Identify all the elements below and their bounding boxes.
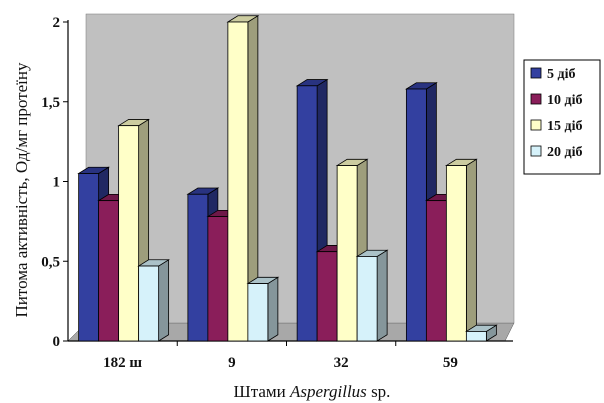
x-tick-label: 32 xyxy=(334,355,349,371)
bar-front xyxy=(336,165,358,342)
bar-front xyxy=(187,193,209,342)
x-tick-label: 182 ш xyxy=(103,355,142,371)
legend-swatch xyxy=(530,145,542,157)
bar-front xyxy=(247,283,269,342)
legend-label: 5 діб xyxy=(547,67,575,82)
bar xyxy=(464,324,498,342)
legend-label: 20 діб xyxy=(547,145,582,160)
legend: 5 діб 10 діб 15 діб 20 діб xyxy=(523,59,601,175)
bar-side xyxy=(376,249,388,342)
bar xyxy=(246,276,280,342)
x-tick-label: 59 xyxy=(443,355,458,371)
x-axis-title: Штами Aspergillus sp. xyxy=(234,382,391,401)
bar-front xyxy=(78,173,100,342)
bar-front xyxy=(405,88,427,342)
bar-front xyxy=(296,85,318,342)
bar-front xyxy=(138,265,160,342)
y-axis xyxy=(63,20,69,342)
legend-swatch xyxy=(530,67,542,79)
legend-label: 10 діб xyxy=(547,93,582,108)
bar-front xyxy=(445,165,467,342)
bar xyxy=(137,259,171,342)
bar-side xyxy=(267,276,279,342)
bar xyxy=(444,158,478,342)
y-axis-title: Питома активність, Од/мг протеїну xyxy=(12,62,31,317)
legend-label: 15 діб xyxy=(547,119,582,134)
bar-front xyxy=(118,125,140,342)
y-tick-label: 1,5 xyxy=(41,95,60,111)
legend-swatch xyxy=(530,93,542,105)
bar-front xyxy=(465,331,487,342)
x-axis xyxy=(68,340,513,346)
bar-front xyxy=(356,256,378,342)
bar xyxy=(226,15,260,342)
bar-front xyxy=(227,21,249,342)
y-tick-label: 0,5 xyxy=(41,254,60,270)
bar-side xyxy=(465,158,477,342)
bar-side xyxy=(158,259,170,342)
y-tick-labels: 0 0,5 1 1,5 2 xyxy=(41,15,60,350)
bar-front xyxy=(316,251,338,342)
y-tick-label: 1 xyxy=(53,175,61,191)
y-tick-label: 2 xyxy=(53,15,61,31)
y-tick-label: 0 xyxy=(53,334,61,350)
bar xyxy=(355,249,389,342)
bar-front xyxy=(207,216,229,342)
bar-front xyxy=(98,200,120,342)
legend-swatch xyxy=(530,119,542,131)
bars xyxy=(77,15,498,342)
x-tick-labels: 182 ш 9 32 59 xyxy=(103,355,458,371)
bar-front xyxy=(425,200,447,342)
x-tick-label: 9 xyxy=(228,355,236,371)
